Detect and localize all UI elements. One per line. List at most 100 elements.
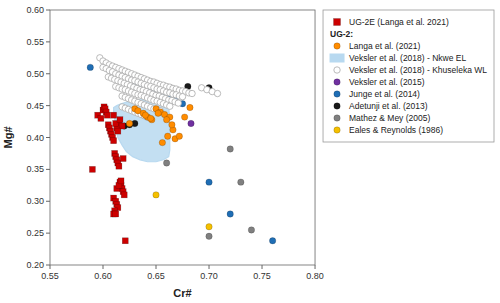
x-tick-label: 0.55: [41, 271, 59, 281]
y-tick-label: 0.20: [26, 260, 44, 270]
legend-label: Adetunji et al. (2013): [349, 101, 428, 111]
point: [98, 115, 104, 121]
x-tick-label: 0.80: [306, 271, 324, 281]
series-points: [129, 77, 194, 127]
point: [187, 104, 193, 110]
y-tick: [46, 265, 50, 266]
point: [188, 120, 194, 126]
point: [89, 166, 95, 172]
y-tick-label: 0.60: [26, 5, 44, 15]
point: [117, 117, 123, 123]
point: [159, 139, 165, 145]
series-points: [126, 104, 193, 145]
y-tick-label: 0.45: [26, 101, 44, 111]
y-tick-label: 0.25: [26, 228, 44, 238]
y-axis-label: Mg#: [2, 127, 14, 149]
y-tick: [46, 73, 50, 74]
legend-label: UG-2E (Langa et al. 2021): [349, 17, 449, 27]
point: [155, 110, 161, 116]
x-tick-label: 0.65: [147, 271, 165, 281]
point: [214, 90, 220, 96]
legend-item: Veksler et al. (2018) - Nkwe EL: [330, 53, 466, 63]
x-tick-label: 0.75: [253, 271, 271, 281]
x-tick: [209, 265, 210, 269]
point: [118, 178, 124, 184]
legend-item: UG-2E (Langa et al. 2021): [334, 17, 449, 27]
point: [104, 112, 110, 118]
x-tick: [156, 265, 157, 269]
y-tick: [46, 201, 50, 202]
legend-label: Langa et al. (2021): [349, 41, 421, 51]
legend-item: Langa et al. (2021): [334, 41, 421, 51]
legend-marker: [334, 91, 340, 97]
y-tick: [46, 169, 50, 170]
x-tick: [50, 265, 51, 269]
legend: UG-2E (Langa et al. 2021) UG-2: Langa et a…: [323, 10, 494, 142]
series-points: [97, 55, 221, 121]
legend-title-text: UG-2:: [330, 29, 353, 39]
legend-marker: [334, 19, 341, 26]
legend-label: Eales & Reynolds (1986): [349, 125, 443, 135]
point: [111, 138, 117, 144]
point: [206, 224, 212, 230]
x-tick: [103, 265, 104, 269]
point: [163, 160, 169, 166]
legend-item: Adetunji et al. (2013): [334, 101, 428, 111]
axes: 0.55 0.60 0.65 0.70 0.75 0.80 0.20 0.25 0.30 0.35…: [26, 5, 323, 281]
point: [121, 192, 127, 198]
point: [116, 163, 122, 169]
point: [238, 179, 244, 185]
legend-marker: [334, 103, 340, 109]
y-tick-label: 0.55: [26, 37, 44, 47]
point: [206, 179, 212, 185]
legend-swatch: [330, 54, 344, 62]
marks: [87, 55, 276, 244]
point: [175, 100, 181, 106]
y-tick-label: 0.35: [26, 164, 44, 174]
series-points: [89, 104, 128, 244]
legend-item: Veksler et al. (2015): [334, 77, 425, 87]
legend-label: Veksler et al. (2018) - Nkwe EL: [349, 53, 466, 63]
point: [248, 227, 254, 233]
point: [164, 133, 170, 139]
legend-label: Veksler et al. (2018) - Khuseleka WL: [349, 65, 487, 75]
legend-item: Eales & Reynolds (1986): [334, 125, 443, 135]
x-axis-label: Cr#: [173, 287, 191, 299]
point: [122, 238, 128, 244]
point: [181, 114, 187, 120]
y-tick: [46, 105, 50, 106]
legend-label: Veksler et al. (2015): [349, 77, 425, 87]
legend-frame: [323, 10, 494, 142]
legend-item: Veksler et al. (2018) - Khuseleka WL: [334, 65, 487, 75]
x-tick-label: 0.60: [94, 271, 112, 281]
point: [179, 94, 185, 100]
region: [114, 98, 170, 162]
x-tick: [262, 265, 263, 269]
y-tick: [46, 137, 50, 138]
legend-title: UG-2:: [330, 29, 353, 39]
legend-item: Junge et al. (2014): [334, 89, 420, 99]
y-tick: [46, 10, 50, 11]
point: [111, 112, 117, 118]
point: [206, 233, 212, 239]
legend-marker: [334, 79, 340, 85]
y-tick-label: 0.40: [26, 133, 44, 143]
x-tick-label: 0.70: [200, 271, 218, 281]
series-points: [163, 146, 254, 240]
point: [189, 90, 195, 96]
point: [153, 192, 159, 198]
legend-marker: [334, 43, 340, 49]
point: [167, 103, 173, 109]
chart: 0.55 0.60 0.65 0.70 0.75 0.80 0.20 0.25 0.30 0.35…: [0, 0, 500, 303]
legend-marker: [334, 115, 340, 121]
point: [113, 211, 119, 217]
y-tick-label: 0.30: [26, 196, 44, 206]
point: [163, 116, 169, 122]
point: [120, 156, 126, 162]
point: [176, 133, 182, 139]
point: [227, 211, 233, 217]
legend-label: Mathez & Mey (2005): [349, 113, 430, 123]
legend-item: Mathez & Mey (2005): [334, 113, 431, 123]
point: [87, 64, 93, 70]
point: [148, 115, 154, 121]
